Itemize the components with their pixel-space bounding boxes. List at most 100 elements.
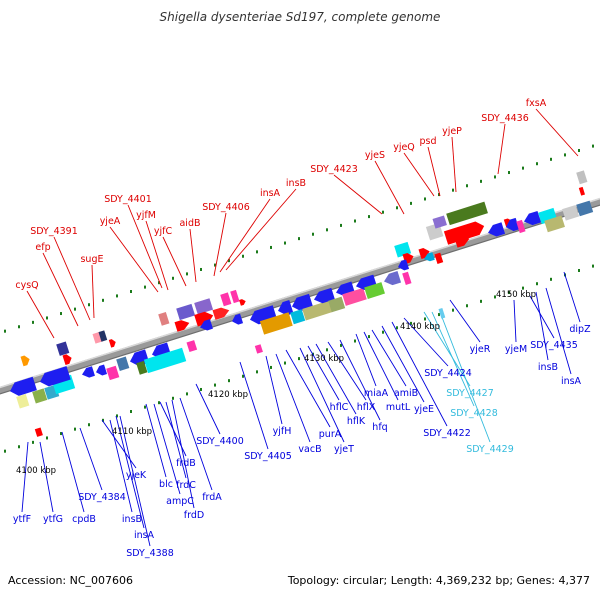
tick-mark [508,171,510,175]
gene-label-bottom: SDY_4422 [423,428,471,439]
reverse-gene [424,252,435,262]
reverse-gene [342,287,367,306]
map-title: Shigella dysenteriae Sd197, complete gen… [159,10,441,24]
accession-text: Accession: NC_007606 [8,574,134,587]
gene-label-bottom: SDY_4384 [78,492,126,503]
reverse-gene [398,259,410,271]
leader-line [153,403,181,495]
leader-line [171,399,195,509]
gene-label-top: yjeS [365,150,385,161]
forward-gene [446,201,488,226]
forward-gene [443,221,485,245]
reverse-gene [302,300,333,321]
reverse-gene [290,309,306,325]
gene-label-bottom: ampC [166,496,194,507]
scale-label: 4100 kbp [16,466,56,476]
leader-line [427,146,441,197]
leader-line [363,331,399,401]
reverse-gene [562,204,580,221]
gene-label-bottom: yjeR [470,344,491,355]
tick-mark [60,312,62,316]
gene-label-bottom: insB [122,514,142,525]
tick-mark [102,298,104,302]
leader-line [109,226,159,293]
tick-mark [18,445,20,449]
tick-mark [438,313,440,317]
tick-mark [88,423,90,427]
reverse-gene [364,282,385,299]
tick-mark [466,304,468,308]
gene-label-top: yjeP [442,126,462,137]
gene-labels: cysQ efp SDY_4391 sugE yjeA yjfM SDY_4401 yjfC a… [13,98,591,559]
reverse-gene [506,217,520,232]
reverse-gene [576,200,594,217]
tick-mark [228,259,230,263]
tick-mark [522,166,524,170]
reverse-gene [254,344,263,354]
gene-label-top: cysQ [15,280,38,291]
tick-mark [368,215,370,219]
tick-mark [130,290,132,294]
gene-label-bottom: hflX [357,402,376,413]
leader-line [371,329,407,387]
leader-line [127,204,163,289]
leader-line [439,311,491,443]
tick-mark [200,267,202,271]
forward-gene [432,215,447,229]
gene-label-bottom: frdA [202,492,222,503]
leader-line [431,311,475,407]
gene-label-top: fxsA [526,98,547,109]
leader-line [165,401,187,479]
reverse-gene [328,296,346,313]
tick-mark [424,317,426,321]
leader-line [315,343,357,415]
leader-line [423,311,471,387]
reverse-gene [10,376,37,396]
gene-label-bottom: SDY_4400 [196,436,244,447]
leader-line [285,349,331,428]
tick-mark [480,299,482,303]
reverse-gene [32,388,48,404]
reverse-gene [116,356,130,372]
reverse-gene [232,313,244,325]
tick-track [4,144,594,453]
tick-mark [382,330,384,334]
leader-line [451,136,457,193]
tick-mark [158,401,160,405]
tick-mark [4,449,6,453]
tick-mark [74,307,76,311]
reverse-gene [314,287,335,304]
gene-label-top: SDY_4406 [202,202,250,213]
forward-gene [212,307,230,320]
tick-mark [298,237,300,241]
tick-mark [298,357,300,361]
tick-mark [438,193,440,197]
tick-mark [88,303,90,307]
reverse-gene [40,366,71,387]
gene-label-highlight: SDY_4427 [446,388,494,399]
tick-mark [172,396,174,400]
scale-label: 4120 kbp [208,390,248,400]
forward-gene [239,299,246,306]
gene-label-highlight: SDY_4429 [466,444,514,455]
gene-label-highlight: SDY_4428 [450,408,498,419]
tick-mark [284,361,286,365]
reverse-gene [434,252,444,264]
leader-line [355,333,377,387]
tick-mark [186,392,188,396]
reverse-gene [384,271,402,286]
gene-label-bottom: insA [134,530,155,541]
leader-line [545,287,572,375]
reverse-gene [16,394,30,409]
gene-label-bottom: frdD [184,510,204,521]
tick-mark [172,276,174,280]
tick-mark [256,370,258,374]
scale-label: 4130 kbp [304,354,344,364]
gene-label-top: insB [286,178,306,189]
reverse-gene [259,312,293,335]
tick-mark [214,383,216,387]
gene-label-top: yjeA [100,216,121,227]
tick-mark [46,316,48,320]
tick-mark [452,188,454,192]
